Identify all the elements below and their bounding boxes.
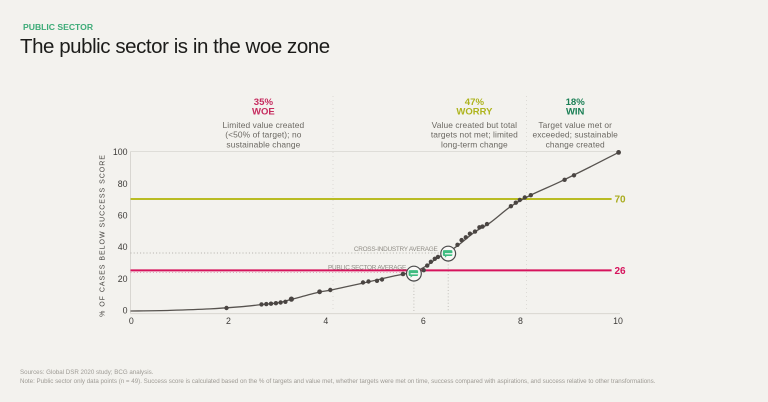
- svg-text:60: 60: [118, 211, 128, 221]
- svg-text:35%: 35%: [254, 97, 274, 108]
- svg-text:20: 20: [118, 274, 128, 284]
- svg-text:Limited value created: Limited value created: [223, 120, 305, 130]
- svg-text:PUBLIC SECTOR AVERAGE: PUBLIC SECTOR AVERAGE: [328, 264, 406, 271]
- svg-text:Sources: Global DSR 2020 study: Sources: Global DSR 2020 study; BCG anal…: [20, 369, 154, 376]
- svg-text:% OF CASES BELOW SUCCESS SCORE: % OF CASES BELOW SUCCESS SCORE: [100, 154, 107, 317]
- svg-text:10: 10: [613, 316, 623, 326]
- svg-text:WIN: WIN: [566, 107, 585, 118]
- svg-text:PUBLIC SECTOR: PUBLIC SECTOR: [23, 22, 94, 32]
- svg-text:The public sector is in the wo: The public sector is in the woe zone: [20, 35, 330, 58]
- svg-text:8: 8: [518, 316, 523, 326]
- svg-text:40: 40: [118, 242, 128, 252]
- svg-text:WOE: WOE: [252, 107, 275, 118]
- svg-text:47%: 47%: [465, 97, 485, 108]
- svg-text:Target value met or: Target value met or: [538, 120, 612, 130]
- svg-text:26: 26: [615, 266, 627, 277]
- svg-text:80: 80: [118, 179, 128, 189]
- svg-text:100: 100: [113, 147, 128, 157]
- svg-text:CROSS-INDUSTRY AVERAGE: CROSS-INDUSTRY AVERAGE: [354, 246, 438, 253]
- svg-text:change created: change created: [546, 139, 605, 149]
- svg-text:0: 0: [123, 305, 128, 315]
- svg-text:6: 6: [421, 316, 426, 326]
- svg-text:0: 0: [129, 316, 134, 326]
- svg-text:WORRY: WORRY: [456, 107, 493, 118]
- svg-text:targets not met; limited: targets not met; limited: [431, 130, 518, 140]
- svg-text:Note: Public sector only data: Note: Public sector only data points (n …: [20, 378, 656, 385]
- svg-text:exceeded; sustainable: exceeded; sustainable: [532, 130, 618, 140]
- svg-text:18%: 18%: [566, 97, 586, 108]
- svg-text:sustainable change: sustainable change: [226, 139, 300, 149]
- svg-text:2: 2: [226, 316, 231, 326]
- svg-text:long-term change: long-term change: [441, 139, 508, 149]
- svg-text:(<50% of target); no: (<50% of target); no: [225, 130, 301, 140]
- svg-text:70: 70: [615, 194, 627, 205]
- svg-text:4: 4: [323, 316, 328, 326]
- svg-text:Value created but total: Value created but total: [432, 120, 518, 130]
